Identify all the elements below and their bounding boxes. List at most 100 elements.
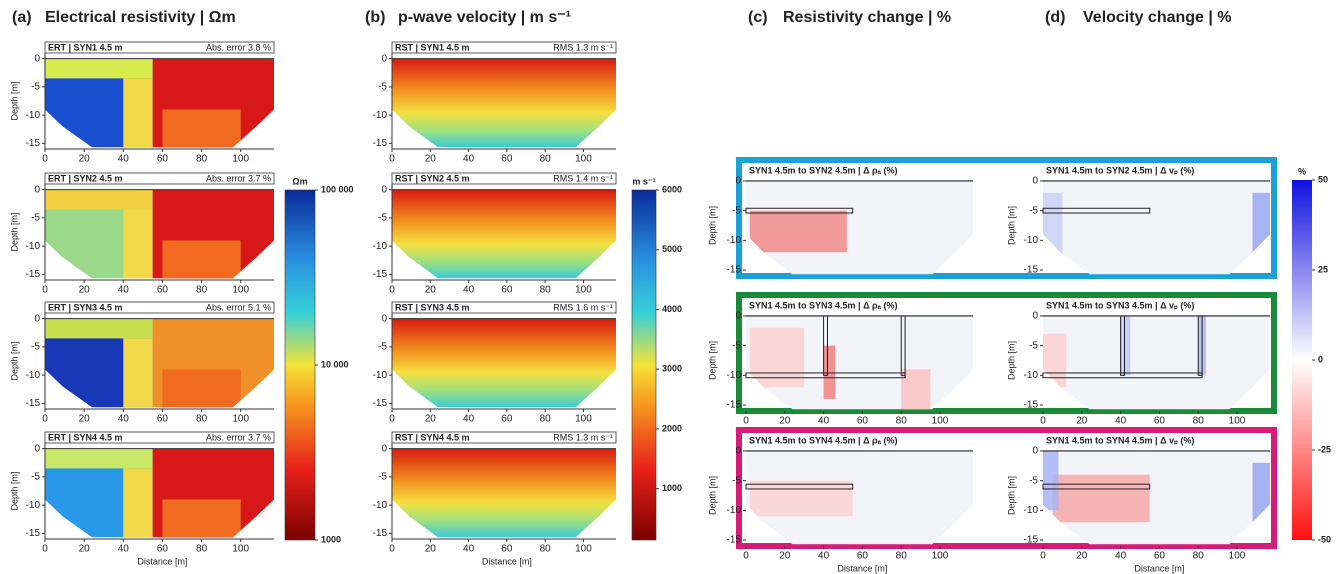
x-tick-label: 80: [540, 544, 552, 555]
x-tick-label: 60: [501, 544, 513, 555]
y-tick-label: -5: [732, 475, 741, 486]
y-axis-label: Depth [m]: [9, 471, 19, 510]
ert-cell: [45, 58, 153, 79]
y-axis-label: Depth [m]: [707, 476, 717, 515]
subplot-method: SYN1 4.5m to SYN3 4.5m | Δ vₚ (%): [1046, 300, 1194, 310]
x-tick-label: 0: [743, 551, 749, 562]
x-tick-label: 80: [540, 154, 552, 165]
subplot-metric: Abs. error 3.7 %: [206, 173, 271, 183]
change-patch: [749, 327, 805, 388]
subplot-metric: Abs. error 5.1 %: [206, 302, 271, 312]
subplot-header: [44, 172, 275, 185]
y-tick-label: 0: [381, 313, 387, 324]
y-axis-label: Depth [m]: [9, 212, 19, 251]
ert-cell: [162, 499, 241, 538]
x-tick-label: 40: [463, 154, 475, 165]
x-tick-label: 80: [540, 414, 552, 425]
x-tick-label: 0: [743, 416, 749, 427]
colorbar-tick-label: 3000: [662, 364, 682, 374]
y-tick-label: -10: [373, 241, 388, 252]
y-tick-label: 0: [735, 311, 741, 322]
y-tick-label: -15: [727, 265, 742, 276]
x-tick-label: 60: [157, 414, 169, 425]
panel-title: Velocity change | %: [1083, 9, 1232, 26]
y-axis-label: Depth [m]: [707, 206, 717, 245]
section-image: [746, 450, 973, 545]
y-tick-label: 0: [381, 53, 387, 64]
x-tick-label: 0: [389, 544, 395, 555]
section-image: [1043, 315, 1270, 410]
y-tick-label: 0: [34, 313, 40, 324]
colorbar-tick-label: 50: [1318, 174, 1328, 184]
rst-field: [392, 58, 616, 148]
ert-cell: [123, 78, 153, 148]
x-tick-label: 40: [118, 414, 130, 425]
section-image: [45, 448, 274, 538]
x-tick-label: 60: [1154, 551, 1166, 562]
subplot-method: SYN1 4.5m to SYN3 4.5m | Δ ρₐ (%): [749, 300, 898, 310]
x-tick-label: 60: [157, 285, 169, 296]
section-image: [392, 318, 616, 408]
y-axis-label: Depth [m]: [9, 341, 19, 380]
y-tick-label: -15: [26, 138, 41, 149]
x-tick-label: 60: [857, 551, 869, 562]
ert-cell: [45, 448, 153, 469]
group-box: [736, 427, 1277, 549]
panel-label: (b): [365, 9, 385, 26]
y-tick-label: -5: [378, 472, 387, 483]
y-tick-label: -5: [378, 82, 387, 93]
subplot-metric: RMS 1.3 m s⁻¹: [553, 432, 613, 442]
colorbar-unit: %: [1298, 166, 1306, 176]
section-image: [392, 58, 616, 148]
rst-field: [392, 318, 616, 408]
x-tick-label: 60: [501, 285, 513, 296]
y-tick-label: -10: [373, 370, 388, 381]
colorbar-tick-label: -50: [1318, 534, 1331, 544]
x-tick-label: 100: [1229, 416, 1246, 427]
y-tick-label: -10: [1024, 505, 1039, 516]
change-patch: [749, 210, 847, 253]
subplot-header: [391, 172, 617, 185]
x-tick-label: 100: [575, 285, 592, 296]
section-image: [1043, 180, 1270, 275]
y-axis-label: Depth [m]: [1006, 206, 1016, 245]
subplot-method: SYN1 4.5m to SYN2 4.5m | Δ vₚ (%): [1046, 165, 1194, 175]
panel-title: Electrical resistivity | Ωm: [45, 9, 236, 26]
y-tick-label: -5: [1029, 340, 1038, 351]
panel-title: p-wave velocity | m s⁻¹: [398, 9, 571, 26]
y-tick-label: -5: [732, 340, 741, 351]
section-image: [1043, 450, 1270, 545]
x-tick-label: 100: [575, 154, 592, 165]
colorbar-unit: Ωm: [292, 176, 307, 186]
x-axis-label: Distance [m]: [137, 556, 187, 566]
x-tick-label: 60: [157, 544, 169, 555]
subplot-method: ERT | SYN2 4.5 m: [48, 173, 123, 183]
x-tick-label: 40: [118, 285, 130, 296]
ert-cell: [162, 369, 241, 408]
x-tick-label: 100: [932, 551, 949, 562]
x-tick-label: 40: [818, 551, 830, 562]
x-tick-label: 20: [79, 154, 91, 165]
colorbar-tick-label: 1000: [662, 483, 682, 493]
y-tick-label: -10: [727, 235, 742, 246]
ert-cell: [162, 240, 241, 279]
subplot-header: [44, 431, 275, 444]
y-tick-label: -10: [26, 500, 41, 511]
subplot-metric: Abs. error 3.8 %: [206, 42, 271, 52]
y-tick-label: -5: [378, 213, 387, 224]
y-tick-label: -5: [31, 472, 40, 483]
y-tick-label: -5: [31, 82, 40, 93]
ert-cell: [45, 189, 153, 210]
subplot-method: SYN1 4.5m to SYN4 4.5m | Δ vₚ (%): [1046, 435, 1194, 445]
y-tick-label: -5: [1029, 475, 1038, 486]
colorbar-tick-label: 100 000: [321, 184, 354, 194]
y-tick-label: 0: [34, 184, 40, 195]
colorbar-tick-label: 0: [1318, 354, 1323, 364]
x-tick-label: 0: [1040, 416, 1046, 427]
colorbar-tick-label: 1000: [321, 534, 341, 544]
y-tick-label: -5: [378, 342, 387, 353]
y-tick-label: -15: [26, 398, 41, 409]
x-tick-label: 40: [1115, 551, 1127, 562]
x-tick-label: 80: [896, 551, 908, 562]
y-tick-label: -10: [26, 110, 41, 121]
